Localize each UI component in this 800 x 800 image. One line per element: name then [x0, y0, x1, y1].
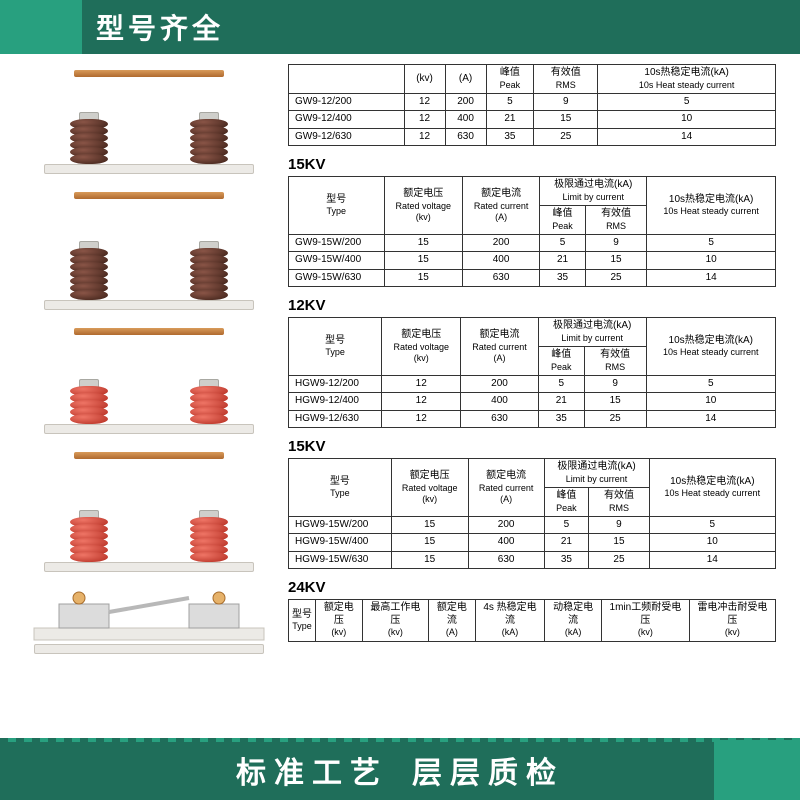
spec-block-1: (kv)(A)峰值Peak有效值RMS10s热稳定电流(kA)10s Heat … [288, 64, 776, 146]
spec-title: 12KV [288, 297, 776, 314]
table-row: GW9-12/63012630352514 [289, 128, 776, 146]
table-row: HGW9-12/63012630352514 [289, 410, 776, 428]
top-banner: 型号齐全 [0, 0, 800, 54]
disconnector-hardware-icon [29, 584, 269, 654]
spec-table: (kv)(A)峰值Peak有效值RMS10s热稳定电流(kA)10s Heat … [288, 64, 776, 146]
table-row: GW9-15W/63015630352514 [289, 269, 776, 287]
product-image-3 [24, 322, 274, 434]
spec-block-2: 15KV 型号Type额定电压Rated voltage(kv)额定电流Rated… [288, 156, 776, 287]
content-row: (kv)(A)峰值Peak有效值RMS10s热稳定电流(kA)10s Heat … [24, 64, 776, 654]
bottom-banner-left-text: 标准工艺 [236, 748, 388, 792]
bottom-banner: 标准工艺 层层质检 [0, 740, 800, 800]
table-row: GW9-15W/40015400211510 [289, 252, 776, 270]
table-row: HGW9-15W/40015400211510 [289, 534, 776, 552]
product-image-5 [24, 584, 274, 654]
top-banner-accent [0, 0, 82, 54]
table-row: GW9-12/40012400211510 [289, 111, 776, 129]
table-row: HGW9-15W/20015200595 [289, 516, 776, 534]
spec-table: 型号Type额定电压(kv)最高工作电压(kv)额定电流(A)4s 热稳定电流(… [288, 599, 776, 641]
spec-block-5: 24KV 型号Type额定电压(kv)最高工作电压(kv)额定电流(A)4s 热稳… [288, 579, 776, 641]
content-area: (kv)(A)峰值Peak有效值RMS10s热稳定电流(kA)10s Heat … [0, 54, 800, 740]
spec-block-4: 15KV 型号Type额定电压Rated voltage(kv)额定电流Rated… [288, 438, 776, 569]
table-row: HGW9-15W/63015630352514 [289, 551, 776, 569]
table-row: GW9-15W/20015200595 [289, 234, 776, 252]
spec-title: 15KV [288, 438, 776, 455]
product-image-2 [24, 186, 274, 310]
spec-title: 24KV [288, 579, 776, 596]
bottom-banner-accent [714, 740, 800, 800]
product-image-4 [24, 446, 274, 572]
top-banner-text: 型号齐全 [96, 7, 224, 47]
bottom-divider [0, 738, 800, 742]
spec-table: 型号Type额定电压Rated voltage(kv)额定电流Rated cur… [288, 458, 776, 569]
product-image-1 [24, 64, 274, 174]
bottom-banner-right-text: 层层质检 [412, 748, 564, 792]
spec-table: 型号Type额定电压Rated voltage(kv)额定电流Rated cur… [288, 176, 776, 287]
table-row: GW9-12/20012200595 [289, 93, 776, 111]
spec-title: 15KV [288, 156, 776, 173]
spec-table: 型号Type额定电压Rated voltage(kv)额定电流Rated cur… [288, 317, 776, 428]
spec-table-column: (kv)(A)峰值Peak有效值RMS10s热稳定电流(kA)10s Heat … [288, 64, 776, 654]
table-row: HGW9-12/20012200595 [289, 375, 776, 393]
table-row: HGW9-12/40012400211510 [289, 393, 776, 411]
spec-block-3: 12KV 型号Type额定电压Rated voltage(kv)额定电流Rated… [288, 297, 776, 428]
product-image-column [24, 64, 274, 654]
